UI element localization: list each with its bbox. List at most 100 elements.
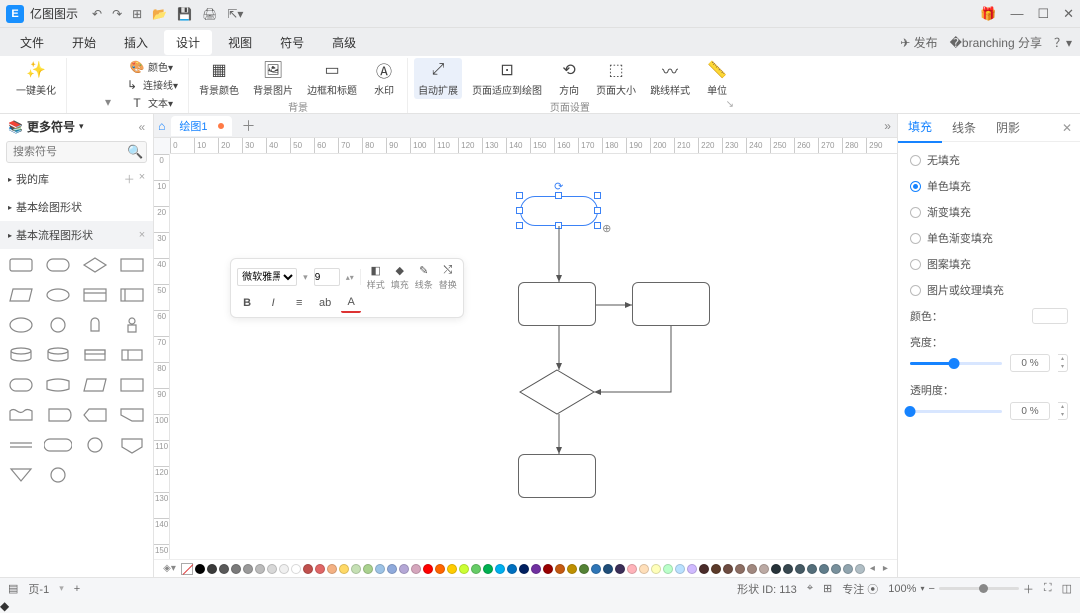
ribbon-水印[interactable]: Ⓐ水印: [367, 58, 401, 99]
brightness-stepper[interactable]: ▴▾: [1058, 354, 1068, 372]
shape-stencil[interactable]: [116, 253, 147, 277]
ribbon-方向[interactable]: ⟲方向: [552, 58, 586, 99]
fill-option-2[interactable]: 渐变填充: [910, 204, 1068, 220]
palette-swatch[interactable]: [375, 564, 385, 574]
replace-icon[interactable]: ⤭: [439, 263, 457, 277]
palette-swatch[interactable]: [267, 564, 277, 574]
print-icon[interactable]: 🖨: [202, 7, 217, 21]
line-icon[interactable]: ✎: [415, 263, 433, 277]
selection-handle[interactable]: [516, 207, 523, 214]
palette-swatch[interactable]: [807, 564, 817, 574]
shape-stencil[interactable]: [6, 313, 37, 337]
add-tab-button[interactable]: ＋: [238, 116, 260, 136]
flow-edge[interactable]: [557, 412, 567, 465]
shape-stencil[interactable]: [43, 253, 74, 277]
ribbon-背景颜色[interactable]: ▦背景颜色: [195, 58, 243, 99]
maximize-icon[interactable]: ☐: [1037, 6, 1049, 22]
case-button[interactable]: ab: [315, 293, 335, 313]
shape-stencil[interactable]: [116, 283, 147, 307]
palette-menu-icon[interactable]: ◈▾: [163, 563, 176, 574]
selection-handle[interactable]: [594, 222, 601, 229]
ribbon-背景图片[interactable]: 🖼背景图片: [249, 58, 297, 99]
palette-swatch[interactable]: [543, 564, 553, 574]
palette-swatch[interactable]: [387, 564, 397, 574]
palette-swatch[interactable]: [423, 564, 433, 574]
palette-swatch[interactable]: [747, 564, 757, 574]
ribbon-text-dropdown[interactable]: T文本▾: [121, 94, 182, 111]
menu-插入[interactable]: 插入: [112, 30, 160, 55]
tab-home-icon[interactable]: ⌂: [158, 119, 165, 133]
selection-handle[interactable]: [555, 192, 562, 199]
palette-swatch[interactable]: [351, 564, 361, 574]
fill-option-4[interactable]: 图案填充: [910, 256, 1068, 272]
category-基本流程图形状[interactable]: ▸基本流程图形状×: [0, 221, 153, 249]
shape-stencil[interactable]: [6, 343, 37, 367]
fullscreen-icon[interactable]: ◫: [1062, 582, 1072, 595]
palette-swatch[interactable]: [591, 564, 601, 574]
palette-swatch[interactable]: [639, 564, 649, 574]
palette-swatch[interactable]: [339, 564, 349, 574]
theme-thumb[interactable]: [73, 79, 81, 83]
selection-handle[interactable]: [594, 207, 601, 214]
redo-icon[interactable]: ↷: [112, 7, 122, 21]
italic-button[interactable]: I: [263, 293, 283, 313]
palette-swatch[interactable]: [687, 564, 697, 574]
shape-stencil[interactable]: [80, 433, 111, 457]
palette-swatch[interactable]: [675, 564, 685, 574]
search-icon[interactable]: 🔍: [127, 144, 143, 160]
shape-stencil[interactable]: [43, 403, 74, 427]
theme-thumb[interactable]: [73, 72, 81, 76]
shape-stencil[interactable]: [116, 433, 147, 457]
fill-option-0[interactable]: 无填充: [910, 152, 1068, 168]
palette-swatch[interactable]: [195, 564, 205, 574]
theme-thumb[interactable]: [87, 79, 95, 83]
palette-swatch[interactable]: [555, 564, 565, 574]
palette-swatch[interactable]: [303, 564, 313, 574]
palette-swatch[interactable]: [723, 564, 733, 574]
palette-swatch[interactable]: [255, 564, 265, 574]
palette-swatch[interactable]: [735, 564, 745, 574]
undo-icon[interactable]: ↶: [92, 7, 102, 21]
grid-icon[interactable]: ⊞: [823, 582, 832, 595]
menu-高级[interactable]: 高级: [320, 30, 368, 55]
shape-stencil[interactable]: [43, 373, 74, 397]
palette-swatch[interactable]: [567, 564, 577, 574]
symbol-search-input[interactable]: [6, 141, 147, 163]
ribbon-color-dropdown[interactable]: 🎨颜色▾: [121, 58, 182, 75]
publish-button[interactable]: ✈ 发布: [900, 34, 937, 51]
theme-thumb[interactable]: [73, 86, 81, 90]
flow-edge[interactable]: [557, 324, 567, 381]
shape-stencil[interactable]: [6, 253, 37, 277]
palette-swatch[interactable]: [483, 564, 493, 574]
font-size-input[interactable]: [314, 268, 340, 286]
rp-tab-线条[interactable]: 线条: [942, 114, 986, 142]
palette-swatch[interactable]: [207, 564, 217, 574]
palette-swatch[interactable]: [831, 564, 841, 574]
shape-stencil[interactable]: [43, 313, 74, 337]
palette-swatch[interactable]: [411, 564, 421, 574]
help-icon[interactable]: ？▾: [1054, 34, 1072, 51]
shape-stencil[interactable]: [80, 343, 111, 367]
pages-icon[interactable]: ▤: [8, 582, 18, 595]
shape-stencil[interactable]: [116, 373, 147, 397]
palette-swatch[interactable]: [531, 564, 541, 574]
shape-stencil[interactable]: [43, 343, 74, 367]
ribbon-单位[interactable]: 📏单位: [700, 58, 734, 99]
focus-mode[interactable]: 专注 ⦿: [842, 581, 878, 597]
shape-stencil[interactable]: [6, 373, 37, 397]
palette-swatch[interactable]: [579, 564, 589, 574]
shape-stencil[interactable]: [43, 283, 74, 307]
opacity-stepper[interactable]: ▴▾: [1058, 402, 1068, 420]
palette-swatch[interactable]: [771, 564, 781, 574]
flow-edge[interactable]: [592, 324, 679, 403]
fit-icon[interactable]: ⛶: [1044, 582, 1052, 595]
flow-node[interactable]: [632, 282, 710, 326]
palette-swatch[interactable]: [495, 564, 505, 574]
fill-option-1[interactable]: 单色填充: [910, 178, 1068, 194]
shape-stencil[interactable]: [80, 253, 111, 277]
palette-swatch[interactable]: [603, 564, 613, 574]
shape-stencil[interactable]: [6, 283, 37, 307]
shape-stencil[interactable]: [43, 433, 74, 457]
font-color-button[interactable]: A: [341, 293, 361, 313]
menu-文件[interactable]: 文件: [8, 30, 56, 55]
